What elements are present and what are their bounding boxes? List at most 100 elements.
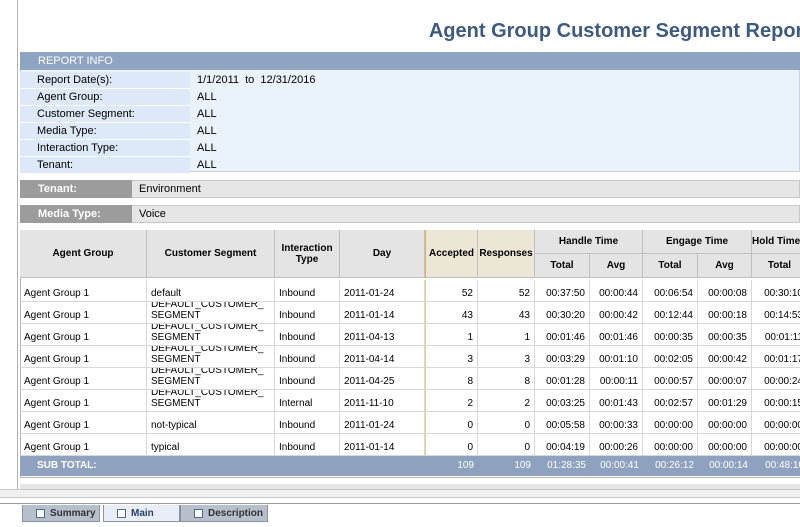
cell-text: Inbound [279,310,316,321]
cell-text: Inbound [279,288,316,299]
table-cell: 00:01:46 [590,324,643,346]
table-cell: 00:03:25 [535,390,590,412]
info-heading: REPORT INFO [20,52,800,70]
cell-text: 00:00:08 [708,288,747,299]
cell-text: 43 [518,310,530,321]
cell-text: 00:00:24 [764,376,800,387]
table-cell: 00:06:54 [643,280,698,302]
table-cell: Inbound [275,434,340,456]
table-cell: 00:00:42 [698,346,752,368]
cell-text: Internal [279,398,313,409]
table-cell: Inbound [275,412,340,434]
table-cell: 2011-04-14 [340,346,425,368]
subtotal-value: 00:26:12 [655,460,694,471]
table-cell: 00:01:28 [535,368,590,390]
table-cell: 0 [425,434,478,456]
cell-text: Agent Group 1 [24,354,90,365]
cell-text: 00:30:20 [546,310,585,321]
header-label: Day [372,248,392,259]
table-cell: 00:01:29 [698,390,752,412]
table-cell: 00:00:42 [590,302,643,324]
header-label: Accepted [429,248,475,259]
table-cell: 1 [425,324,478,346]
table-cell: 00:05:58 [535,412,590,434]
tab-icon [194,509,203,518]
table-cell: typical [147,434,275,456]
table-cell: 43 [478,302,535,324]
tab-icon [117,509,126,518]
table-cell: DEFAULT_CUSTOMER_SEGMENT [147,390,275,412]
table-cell: 2011-04-13 [340,324,425,346]
cell-text: 0 [524,420,530,431]
sub-header: Avg [698,254,752,278]
table-cell: default [147,280,275,302]
table-cell: DEFAULT_CUSTOMER_SEGMENT [147,368,275,390]
info-label: Report Date(s): [37,74,113,86]
cell-text: 2011-04-14 [344,354,395,365]
table-cell: Agent Group 1 [20,412,147,434]
cell-text: 00:03:29 [546,354,585,365]
table-cell: 00:00:24 [752,368,800,390]
cell-text: Agent Group 1 [24,310,90,321]
table-cell: Internal [275,390,340,412]
header-cell: Accepted [425,230,478,278]
table-cell: 00:00:11 [590,368,643,390]
subtotal-value: 01:28:35 [547,460,586,471]
cell-text: 0 [467,442,473,453]
table-cell: 2 [425,390,478,412]
cell-text: 00:01:11 [764,332,800,343]
table-cell: 8 [425,368,478,390]
header-label: Agent Group [52,248,114,259]
cell-text: 0 [467,420,473,431]
table-cell: 00:00:00 [752,412,800,434]
subtotal-value: 00:00:14 [709,460,748,471]
table-cell: 3 [425,346,478,368]
cell-text: 43 [461,310,473,321]
table-cell: 00:00:00 [698,412,752,434]
cell-text: Agent Group 1 [24,288,90,299]
table-cell: 00:00:33 [590,412,643,434]
subtotal-value: 109 [457,460,474,471]
cell-text: 1 [467,332,473,343]
cell-text: Agent Group 1 [24,420,90,431]
table-cell: 00:00:00 [643,412,698,434]
info-label: Interaction Type: [37,142,119,154]
cell-text: 00:06:54 [654,288,693,299]
cell-text: 2011-01-24 [344,288,395,299]
table-cell: 00:00:00 [643,434,698,456]
table-cell: 2 [478,390,535,412]
table-cell: 2011-01-24 [340,280,425,302]
tab-label[interactable]: Description [208,508,264,519]
tab-label[interactable]: Summary [50,508,96,519]
cell-text: DEFAULT_CUSTOMER_SEGMENT [151,302,264,321]
info-label-cell [20,157,190,174]
header-label: Customer Segment [164,248,257,259]
cell-text: 1 [524,332,530,343]
cell-text: 8 [524,376,530,387]
group-header: Hold Time [752,230,800,254]
cell-text: Inbound [279,420,316,431]
cell-text: 00:00:11 [599,376,638,387]
table-cell: not-typical [147,412,275,434]
header-cell: Customer Segment [147,230,275,278]
subtotal-value: 109 [514,460,531,471]
cell-text: 00:01:46 [546,332,585,343]
subtotal-value: 00:00:41 [600,460,639,471]
header-cell: Day [340,230,425,278]
cell-text: 52 [518,288,530,299]
info-label: Media Type: [37,125,97,137]
table-cell: 00:00:26 [590,434,643,456]
cell-text: 00:01:46 [599,332,638,343]
table-cell: Agent Group 1 [20,302,147,324]
subtotal-row [20,456,800,476]
table-cell: 00:04:19 [535,434,590,456]
tab-label[interactable]: Main [131,508,154,519]
cell-text: 2011-01-14 [344,310,395,321]
cell-text: Agent Group 1 [24,376,90,387]
cell-text: 00:01:28 [546,376,585,387]
table-cell: 43 [425,302,478,324]
table-cell: 00:30:20 [535,302,590,324]
cell-text: Inbound [279,354,316,365]
cell-text: 2011-01-14 [344,442,395,453]
table-cell: 0 [478,434,535,456]
